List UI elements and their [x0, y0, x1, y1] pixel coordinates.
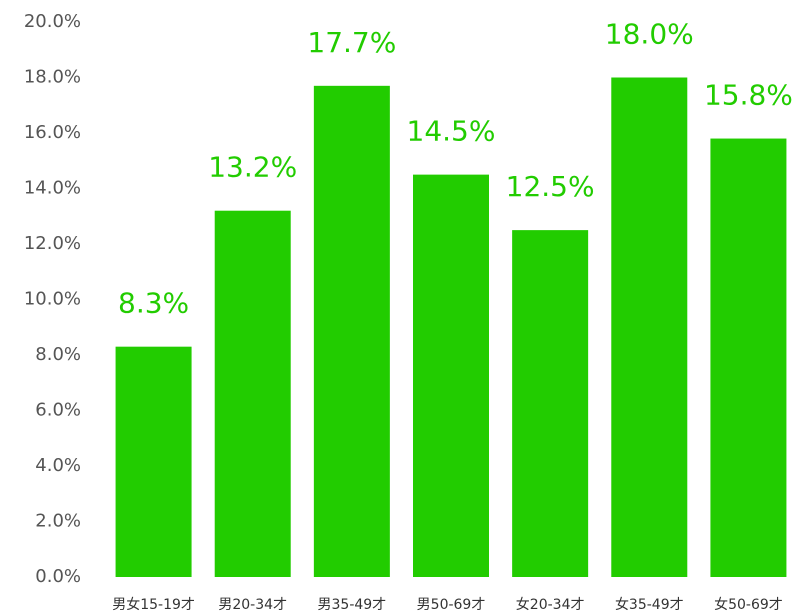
y-tick-label: 20.0% [24, 11, 81, 32]
y-tick-label: 12.0% [24, 233, 81, 254]
bar [611, 77, 688, 577]
bar [214, 210, 291, 577]
bar [413, 174, 489, 577]
value-label: 15.8% [704, 79, 793, 112]
x-tick-label: 女50-69才 [714, 596, 783, 613]
value-label: 13.2% [208, 151, 297, 184]
value-label: 18.0% [605, 18, 694, 51]
x-tick-label: 男35-49才 [318, 597, 387, 613]
bar [512, 230, 589, 577]
y-tick-label: 6.0% [35, 400, 81, 421]
x-tick-label: 男20-34才 [218, 597, 287, 613]
x-tick-label: 女35-49才 [615, 596, 684, 613]
y-tick-label: 14.0% [24, 178, 81, 199]
bar [115, 346, 192, 577]
y-tick-label: 0.0% [35, 566, 81, 587]
x-tick-label: 女20-34才 [516, 596, 585, 613]
bar [313, 85, 390, 577]
y-tick-label: 16.0% [24, 122, 81, 143]
value-label: 8.3% [118, 287, 189, 320]
value-label: 17.7% [307, 26, 396, 59]
y-tick-label: 18.0% [24, 67, 81, 88]
value-label: 14.5% [407, 115, 496, 148]
x-tick-label: 男女15-19才 [112, 596, 195, 613]
value-label: 12.5% [506, 170, 595, 203]
y-tick-label: 2.0% [35, 511, 81, 532]
y-tick-label: 10.0% [24, 289, 81, 310]
bar [710, 138, 787, 578]
x-tick-label: 男50-69才 [417, 597, 486, 613]
y-tick-label: 4.0% [35, 455, 81, 476]
y-tick-label: 8.0% [35, 344, 81, 365]
